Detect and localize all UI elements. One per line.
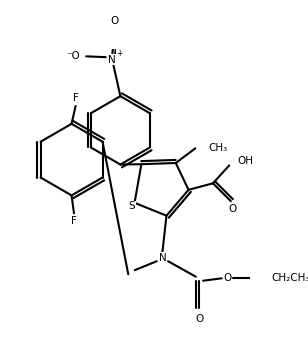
Text: +: + (116, 49, 123, 58)
Text: O: O (228, 204, 237, 213)
Text: S: S (129, 201, 136, 211)
Text: O: O (195, 314, 203, 324)
Text: F: F (71, 217, 77, 226)
Text: N: N (108, 54, 116, 64)
Text: O: O (111, 16, 119, 26)
Text: CH₃: CH₃ (208, 143, 228, 153)
Text: CH₂CH₃: CH₂CH₃ (271, 273, 308, 283)
Text: ⁻O: ⁻O (66, 51, 80, 61)
Text: F: F (73, 93, 79, 103)
Text: OH: OH (237, 155, 253, 165)
Text: O: O (223, 273, 232, 283)
Text: N: N (159, 253, 166, 263)
